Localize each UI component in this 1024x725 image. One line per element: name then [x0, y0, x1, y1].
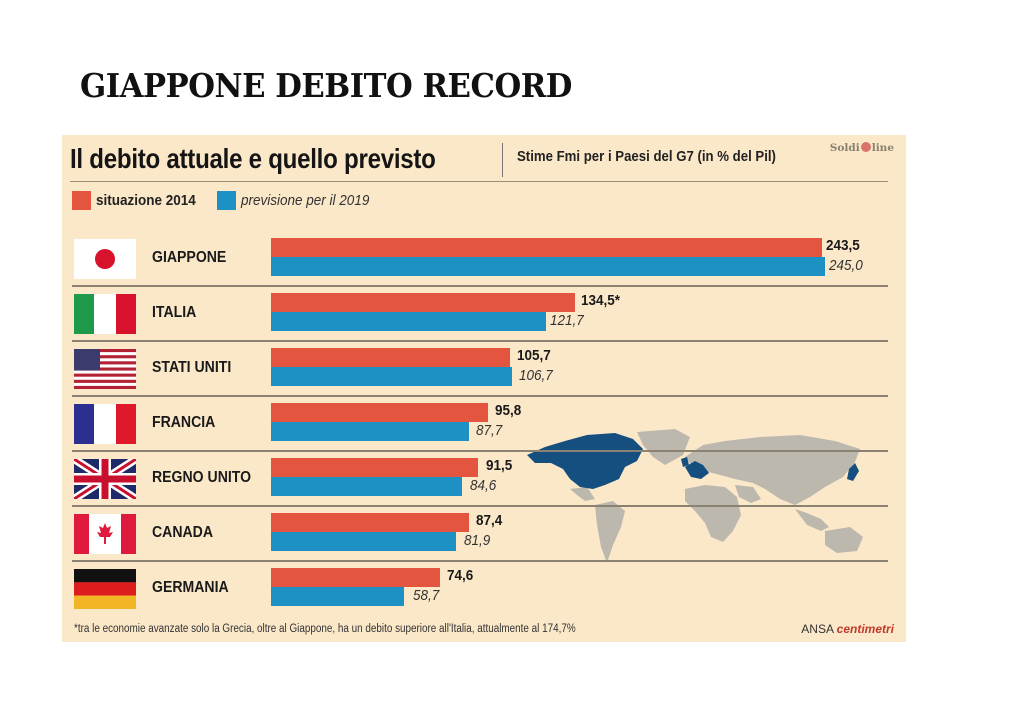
value-2014: 134,5* — [581, 292, 621, 309]
bar-2014 — [271, 568, 440, 587]
legend-label-2019: previsione per il 2019 — [240, 192, 370, 209]
chart-row-stati-uniti: STATI UNITI 105,7 106,7 — [62, 343, 906, 397]
value-2019: 245,0 — [829, 257, 863, 274]
brand-dot-icon — [860, 142, 871, 152]
value-2019: 58,7 — [413, 587, 440, 604]
infographic-panel: Il debito attuale e quello previsto Stim… — [62, 135, 906, 642]
bar-2014 — [271, 293, 575, 312]
row-divider — [72, 340, 888, 342]
bar-2019 — [271, 587, 404, 606]
bar-2019 — [271, 312, 546, 331]
centimetri-text: centimetri — [836, 622, 894, 636]
chart-row-canada: CANADA 87,4 81,9 — [62, 508, 906, 562]
japan-flag-icon — [74, 239, 136, 279]
chart-row-regno-unito: REGNO UNITO 91,5 84,6 — [62, 453, 906, 507]
row-divider — [72, 285, 888, 287]
bar-2014 — [271, 403, 488, 422]
uk-flag-icon — [74, 459, 136, 499]
value-2014: 243,5 — [826, 237, 860, 254]
country-label: GIAPPONE — [152, 249, 227, 266]
row-divider — [72, 505, 888, 507]
chart-row-germania: GERMANIA 74,6 58,7 — [62, 563, 906, 617]
ansa-text: ANSA — [801, 622, 834, 636]
bar-2019 — [271, 257, 825, 276]
france-flag-icon — [74, 404, 136, 444]
country-label: REGNO UNITO — [152, 469, 252, 486]
bar-2014 — [271, 238, 822, 257]
page-title: GIAPPONE DEBITO RECORD — [80, 66, 572, 105]
bar-2019 — [271, 532, 456, 551]
legend-label-2014: situazione 2014 — [96, 192, 196, 209]
chart-row-giappone: GIAPPONE 243,5 245,0 — [62, 233, 906, 287]
row-divider — [72, 395, 888, 397]
value-2014: 95,8 — [495, 402, 522, 419]
brand-left-text: Soldi — [829, 142, 860, 154]
ansa-centimetri-logo: ANSA centimetri — [801, 622, 894, 636]
legend-swatch-2019 — [216, 191, 236, 210]
usa-flag-icon — [74, 349, 136, 389]
brand-right-text: line — [871, 142, 894, 154]
country-label: CANADA — [152, 524, 214, 541]
country-label: GERMANIA — [152, 579, 229, 596]
bar-2019 — [271, 367, 512, 386]
country-label: ITALIA — [152, 304, 197, 321]
germany-flag-icon — [74, 569, 136, 609]
canada-flag-icon — [74, 514, 136, 554]
value-2019: 121,7 — [550, 312, 584, 329]
header-separator — [502, 143, 503, 177]
header-divider — [70, 181, 888, 182]
footnote: *tra le economie avanzate solo la Grecia… — [74, 623, 576, 635]
legend: situazione 2014 previsione per il 2019 — [72, 191, 383, 210]
value-2019: 81,9 — [464, 532, 491, 549]
legend-swatch-2014 — [72, 191, 91, 210]
chart-row-italia: ITALIA 134,5* 121,7 — [62, 288, 906, 342]
value-2014: 91,5 — [486, 457, 513, 474]
value-2014: 74,6 — [447, 567, 474, 584]
bar-2014 — [271, 458, 478, 477]
value-2014: 87,4 — [476, 512, 503, 529]
world-map-icon — [527, 429, 863, 563]
chart-title: Il debito attuale e quello previsto — [70, 143, 436, 174]
value-2019: 87,7 — [476, 422, 503, 439]
row-divider — [72, 560, 888, 562]
row-divider — [72, 450, 888, 452]
chart-row-francia: FRANCIA 95,8 87,7 — [62, 398, 906, 452]
value-2014: 105,7 — [517, 347, 551, 364]
chart-subtitle: Stime Fmi per i Paesi del G7 (in % del P… — [517, 148, 776, 165]
bar-2019 — [271, 422, 469, 441]
country-label: FRANCIA — [152, 414, 216, 431]
value-2019: 84,6 — [470, 477, 497, 494]
bar-2019 — [271, 477, 462, 496]
value-2019: 106,7 — [519, 367, 553, 384]
bar-2014 — [271, 348, 510, 367]
soldionline-logo: Soldi line — [830, 142, 894, 154]
italy-flag-icon — [74, 294, 136, 334]
country-label: STATI UNITI — [152, 359, 232, 376]
bar-2014 — [271, 513, 469, 532]
